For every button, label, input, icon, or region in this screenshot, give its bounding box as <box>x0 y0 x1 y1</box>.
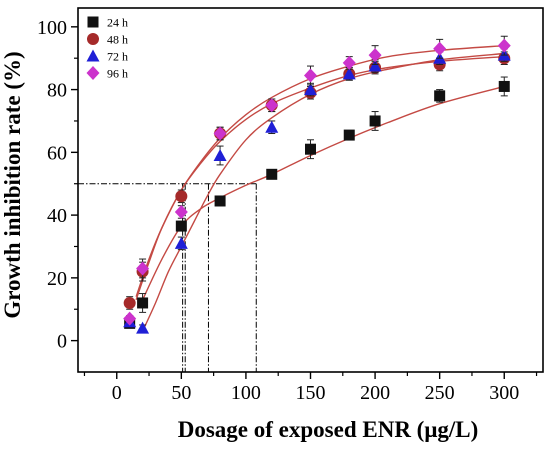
data-point <box>342 67 356 80</box>
data-point <box>266 168 278 180</box>
data-point <box>304 83 317 96</box>
y-tick-label: 20 <box>47 268 67 290</box>
data-series <box>123 35 511 334</box>
data-point <box>136 321 150 334</box>
data-point <box>137 297 149 309</box>
data-point <box>265 120 279 133</box>
fit-curves <box>135 44 505 332</box>
data-point <box>368 59 382 72</box>
data-point <box>174 236 188 249</box>
reference-lines <box>78 183 257 372</box>
data-point <box>304 68 317 83</box>
legend: 24 h 48 h 72 h 96 h <box>86 16 128 81</box>
y-tick-label: 80 <box>47 80 67 102</box>
data-point <box>123 311 137 326</box>
data-point <box>175 190 188 203</box>
fit-curve <box>141 85 505 301</box>
y-axis-title: Growth inhibition rate (%) <box>0 51 25 318</box>
x-tick-label: 150 <box>296 382 326 404</box>
plot-border <box>77 7 544 373</box>
fit-curve <box>141 52 505 332</box>
fit-curve <box>135 44 505 297</box>
y-tick-label: 0 <box>57 331 67 353</box>
x-tick-label: 50 <box>171 382 191 404</box>
data-point <box>213 148 227 161</box>
data-point <box>342 55 356 70</box>
data-point <box>343 129 355 141</box>
data-point <box>123 296 136 309</box>
x-tick-label: 250 <box>425 382 455 404</box>
data-point <box>497 38 511 53</box>
legend-label: 48 h <box>107 33 128 47</box>
legend-label: 72 h <box>107 50 128 64</box>
data-point <box>305 143 316 155</box>
axis-ticks: 0 50 100 150 200 250 300 0 20 40 60 80 100 <box>37 17 538 404</box>
y-tick-label: 60 <box>47 142 67 164</box>
x-tick-label: 300 <box>489 382 519 404</box>
legend-marker <box>87 33 99 45</box>
plot-frame <box>77 7 544 373</box>
y-tick-label: 100 <box>37 17 67 39</box>
legend-marker <box>86 66 100 80</box>
x-tick-label: 0 <box>112 382 122 404</box>
fit-curve <box>135 55 505 301</box>
x-axis-title: Dosage of exposed ENR (μg/L) <box>178 417 479 442</box>
data-point <box>136 261 150 276</box>
data-point <box>369 115 381 127</box>
y-tick-label: 40 <box>47 205 67 227</box>
data-point <box>368 48 382 63</box>
data-point <box>498 80 510 92</box>
data-point <box>174 204 188 219</box>
x-tick-label: 200 <box>360 382 390 404</box>
legend-label: 96 h <box>107 67 128 81</box>
data-point <box>175 220 187 232</box>
legend-marker <box>86 49 100 62</box>
data-point <box>433 41 447 56</box>
series-4 <box>123 35 511 326</box>
data-point <box>434 90 446 102</box>
legend-label: 24 h <box>107 16 128 30</box>
legend-marker <box>87 16 99 28</box>
data-point <box>213 126 227 141</box>
x-tick-label: 100 <box>231 382 261 404</box>
data-point <box>214 195 226 207</box>
data-point <box>265 98 279 113</box>
